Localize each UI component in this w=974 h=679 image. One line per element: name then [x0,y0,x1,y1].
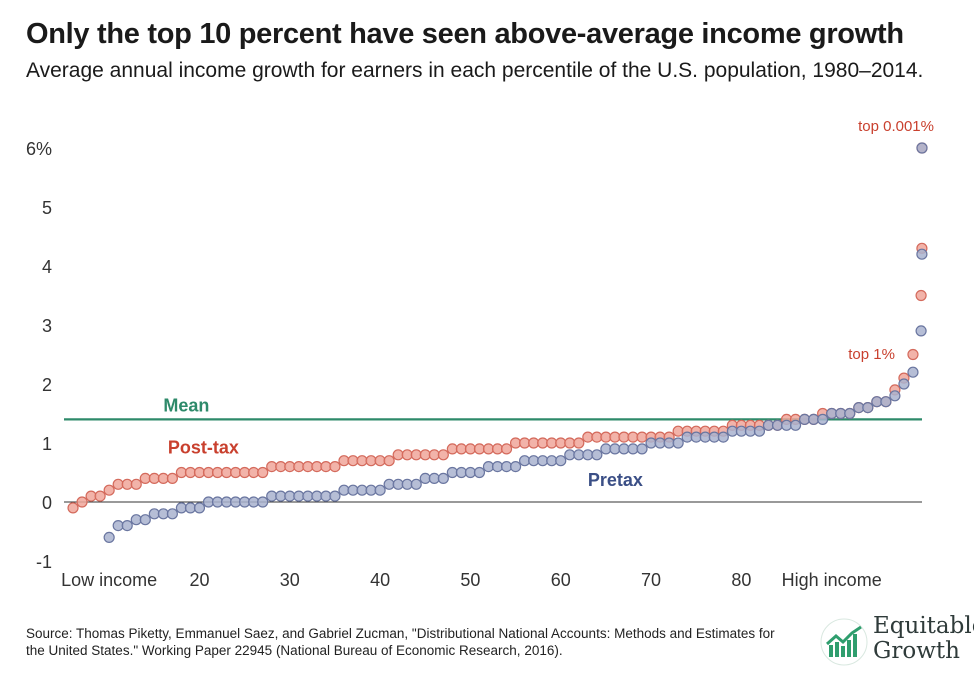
pretax-point [473,466,486,479]
posttax-point [437,449,449,461]
y-tick-label: 5 [42,198,52,218]
y-tick-label: 6% [26,139,52,159]
pretax-point [862,402,874,414]
x-tick-label: 40 [370,570,390,590]
pretax-point [437,472,449,484]
logo-wordmark: Equitable Growth [873,614,974,664]
posttax-point [130,478,142,490]
source-note: Source: Thomas Piketty, Emmanuel Saez, a… [26,626,775,658]
posttax-point [915,289,927,302]
x-axis-ticks: Low income 20 30 40 50 60 70 80 High income [61,570,882,590]
pretax-point [817,413,829,425]
chart-title: Only the top 10 percent have seen above-… [26,18,904,50]
pretax-point [410,478,422,490]
top-1-percent-annotation: top 1% [848,346,895,363]
pretax-point [915,325,927,337]
pretax-point [789,419,802,431]
pretax-point [898,378,910,390]
posttax-point [94,490,106,502]
x-tick-label: 60 [551,570,571,590]
pretax-point [889,390,901,402]
pretax-point [753,425,766,437]
x-tick-label: 80 [731,570,751,590]
pretax-point [193,502,206,514]
pretax-point [329,490,341,502]
posttax-point [383,455,395,467]
posttax-point [103,484,115,496]
growth-chart-icon [820,618,868,666]
pretax-point [166,508,178,520]
pretax-series-label: Pretax [588,470,643,490]
posttax-point [573,437,585,449]
scatter-chart: -1 0 1 2 3 4 5 6% Low income 20 30 40 50 60 70 80 High … [26,118,934,590]
posttax-point [500,443,513,455]
pretax-point [916,142,928,154]
pretax-point [591,449,603,461]
y-tick-label: 4 [42,257,52,277]
pretax-point [916,248,928,260]
pretax-point [907,366,919,378]
pretax-series [103,142,928,544]
posttax-series-label: Post-tax [168,438,239,458]
pretax-point [374,484,386,496]
x-tick-label: 70 [641,570,661,590]
pretax-point [103,531,115,544]
y-tick-label: 0 [42,493,52,513]
pretax-point [717,431,729,443]
pretax-point [555,455,567,467]
y-tick-label: -1 [36,552,52,572]
x-tick-label: 30 [280,570,300,590]
logo-line-1: Equitable [873,613,974,639]
y-tick-label: 1 [42,434,52,454]
posttax-point [166,472,178,484]
pretax-point [636,443,648,455]
pretax-point [121,519,133,532]
posttax-point [67,502,79,514]
top-0001-percent-annotation: top 0.001% [858,118,934,135]
pretax-point [880,396,892,408]
posttax-point [257,466,269,479]
y-axis-ticks: -1 0 1 2 3 4 5 6% [26,139,52,572]
pretax-point [672,437,684,449]
chart-subtitle: Average annual income growth for earners… [26,59,924,82]
pretax-point [139,514,151,526]
y-tick-label: 3 [42,316,52,336]
posttax-point [76,496,88,508]
mean-label: Mean [163,395,209,415]
equitable-growth-logo: Equitable Growth [820,614,974,674]
x-tick-label: High income [782,570,882,590]
posttax-point [329,461,341,473]
pretax-point [509,461,522,473]
pretax-point [257,496,269,508]
x-tick-label: 50 [460,570,480,590]
logo-line-2: Growth [873,638,960,664]
pretax-point [844,407,856,420]
x-tick-label: Low income [61,570,157,590]
y-tick-label: 2 [42,375,52,395]
x-tick-label: 20 [189,570,209,590]
posttax-point [907,348,919,361]
